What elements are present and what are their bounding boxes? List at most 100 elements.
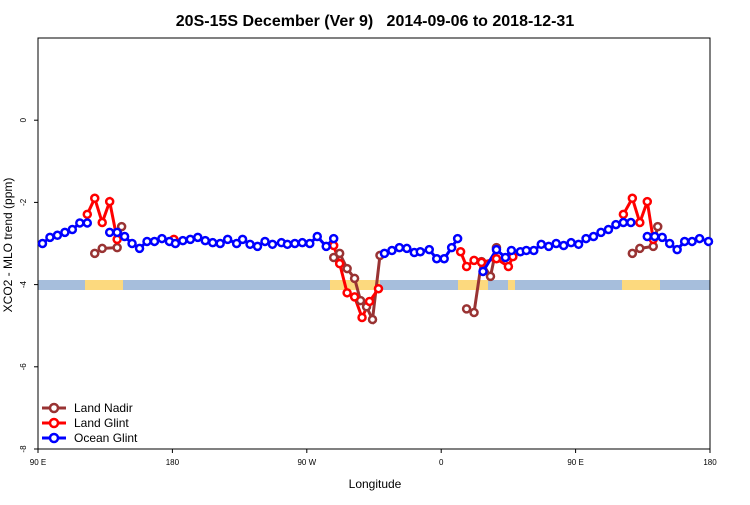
y-tick-label: -8 (19, 445, 28, 453)
data-point (157, 233, 167, 244)
data-point (703, 236, 714, 247)
data-point (134, 243, 145, 254)
data-point (149, 236, 160, 247)
data-point (170, 238, 181, 249)
data-point (112, 227, 122, 238)
data-point (357, 312, 367, 323)
data-point (119, 231, 130, 242)
data-point (364, 296, 375, 307)
legend-label: Land Nadir (74, 401, 133, 415)
data-point (491, 253, 502, 264)
land-strip (85, 280, 123, 290)
data-point (503, 261, 514, 272)
data-point (536, 239, 547, 250)
data-point (342, 263, 352, 274)
legend-marker (48, 432, 60, 444)
data-point (627, 248, 638, 259)
data-point (611, 219, 621, 230)
y-tick-label: -2 (19, 198, 28, 206)
data-point (452, 233, 463, 244)
x-tick-label: 90 E (30, 458, 46, 467)
y-axis-label: XCO2 - MLO trend (ppm) (1, 178, 15, 313)
data-point (252, 241, 263, 252)
data-point (618, 209, 629, 220)
data-point (97, 243, 107, 254)
data-point (328, 233, 339, 244)
data-point (402, 243, 412, 254)
y-tick-label: -4 (19, 280, 28, 288)
data-point (603, 224, 614, 235)
data-point (387, 245, 397, 256)
x-tick-label: 180 (166, 458, 180, 467)
data-point (664, 238, 675, 249)
data-point (635, 217, 645, 228)
data-point (237, 234, 248, 245)
data-point (649, 231, 660, 242)
data-point (231, 238, 242, 249)
chart-title: 20S-15S December (Ver 9) 2014-09-06 to 2… (176, 13, 575, 30)
data-point (89, 248, 100, 259)
data-point (588, 231, 599, 242)
land-strip (508, 280, 515, 290)
data-point (642, 196, 653, 207)
data-point (297, 237, 308, 248)
data-point (282, 239, 293, 250)
plot-frame (37, 37, 711, 450)
data-point (367, 314, 378, 325)
data-point (328, 252, 339, 263)
data-point (679, 236, 690, 247)
data-point (446, 242, 457, 253)
data-point (469, 307, 479, 318)
data-point (543, 241, 554, 252)
y-tick-label: 0 (19, 117, 28, 122)
data-point (672, 244, 682, 255)
data-point (521, 245, 532, 256)
land-strip (622, 280, 660, 290)
data-point (215, 238, 225, 249)
data-point (506, 245, 517, 256)
data-point (566, 237, 576, 248)
data-point (207, 237, 218, 248)
data-point (551, 238, 561, 249)
data-point (694, 233, 705, 244)
land-strip (458, 280, 488, 290)
data-point (142, 236, 152, 247)
data-point (97, 217, 107, 228)
data-point (379, 248, 390, 259)
data-point (394, 242, 405, 253)
data-point (415, 246, 426, 257)
data-point (334, 248, 345, 259)
legend-label: Land Glint (74, 416, 129, 430)
y-tick-label: -6 (19, 363, 28, 371)
data-point (60, 227, 70, 238)
data-point (267, 239, 278, 250)
data-point (635, 243, 645, 254)
data-point (618, 217, 629, 228)
data-point (82, 218, 93, 228)
data-point (305, 238, 315, 249)
x-tick-label: 0 (439, 458, 444, 467)
data-point (37, 238, 48, 249)
legend-marker (48, 417, 60, 429)
data-point (127, 238, 137, 249)
data-point (349, 292, 360, 302)
x-tick-label: 180 (703, 458, 717, 467)
data-point (581, 233, 591, 244)
data-point (334, 258, 345, 269)
data-point (312, 231, 323, 242)
legend-label: Ocean Glint (74, 431, 138, 445)
data-point (687, 236, 697, 247)
data-point (469, 255, 479, 266)
data-point (373, 283, 384, 294)
data-point (185, 234, 196, 245)
data-point (67, 224, 78, 235)
data-point (529, 245, 539, 256)
x-tick-label: 90 W (297, 458, 316, 467)
data-point (455, 246, 466, 257)
legend-marker (48, 402, 60, 414)
data-point (461, 304, 472, 314)
x-tick-label: 90 E (567, 458, 583, 467)
data-point (82, 209, 93, 220)
